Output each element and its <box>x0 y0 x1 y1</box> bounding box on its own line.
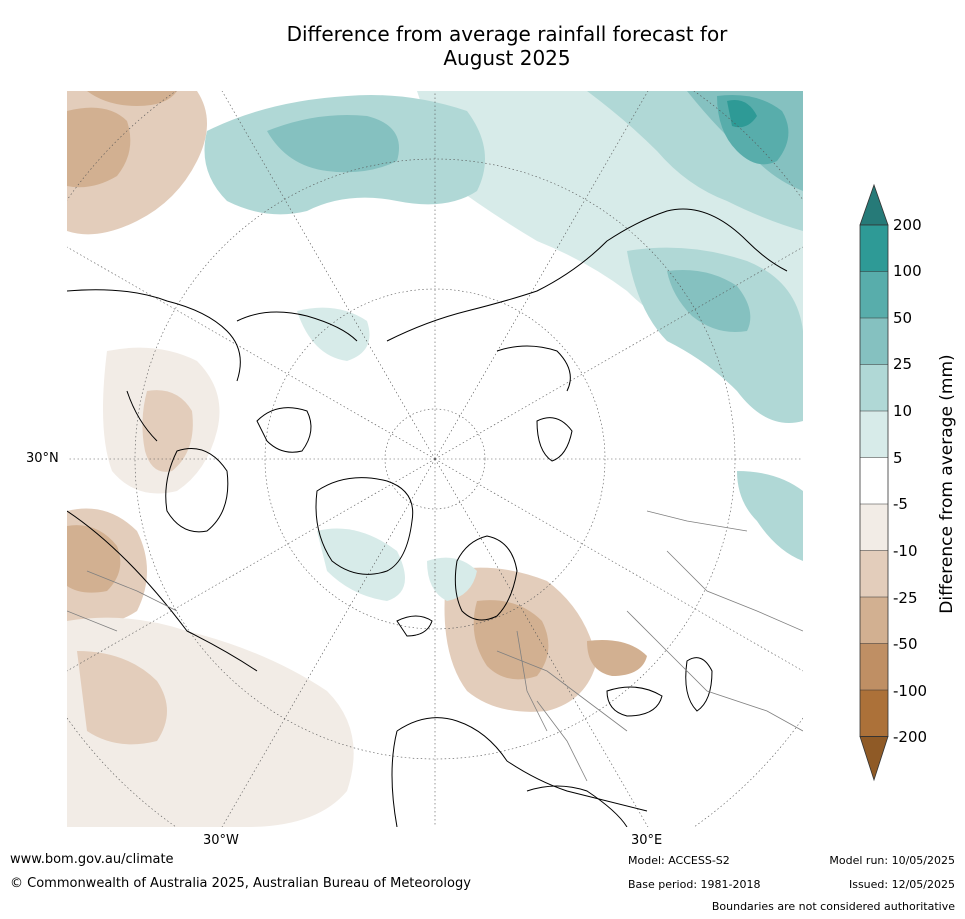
colorbar-tick-m5: -5 <box>893 495 908 513</box>
colorbar-10-25 <box>860 364 888 411</box>
colorbar-tick-m200: -200 <box>893 728 928 746</box>
eurasia-borders <box>496 510 803 782</box>
novaya-zemlya-coast <box>536 417 573 462</box>
colorbar-under-arrow <box>859 736 889 782</box>
rainfall-map <box>67 91 803 827</box>
europe-coast <box>391 717 648 827</box>
lat-30n-label: 30°N <box>26 451 59 466</box>
siberia-coast <box>386 208 788 342</box>
colorbar-m100-m200 <box>860 690 888 737</box>
colorbar-m10-m25 <box>860 550 888 597</box>
colorbar-5-10 <box>860 411 888 458</box>
caspian-coast <box>685 657 713 712</box>
issued-text: Issued: 12/05/2025 <box>848 878 955 891</box>
colorbar-frame <box>859 224 889 737</box>
colorbar-25-50 <box>860 318 888 365</box>
wet-anomaly-pacific-core <box>267 115 399 173</box>
mediterranean-coast <box>526 785 628 827</box>
iceland-coast <box>396 615 433 637</box>
scandinavia-coast <box>454 535 518 621</box>
greenland-coast <box>315 477 414 575</box>
colorbar-over-arrow <box>859 183 889 226</box>
north-america-borders <box>67 570 178 632</box>
base-period-text: Base period: 1981-2018 <box>628 878 761 891</box>
colorbar-dividers <box>860 271 888 691</box>
colorbar-neutral <box>860 457 888 504</box>
colorbar-50-100 <box>860 271 888 318</box>
wet-anomaly-greenland <box>317 528 405 601</box>
dry-anomaly-north-america-core <box>142 390 193 472</box>
alaska-coast <box>236 311 358 342</box>
dry-anomaly-atlantic-core <box>77 651 167 745</box>
colorbar-tick-25: 25 <box>893 355 913 373</box>
colorbar-m5-m10 <box>860 504 888 551</box>
colorbar-100-200 <box>860 225 888 272</box>
model-text: Model: ACCESS-S2 <box>628 854 730 867</box>
map-title-line1: Difference from average rainfall forecas… <box>286 22 728 46</box>
colorbar-tick-50: 50 <box>893 309 913 327</box>
colorbar-tick-m25: -25 <box>893 589 918 607</box>
map-title-line2: August 2025 <box>443 46 571 70</box>
colorbar-tick-5: 5 <box>893 449 903 467</box>
disclaimer-text: Boundaries are not considered authoritat… <box>711 900 955 913</box>
wet-anomaly-siberia-max <box>727 100 757 128</box>
colorbar-m50-m100 <box>860 643 888 690</box>
north-america-coast <box>67 289 258 672</box>
colorbar-tick-200: 200 <box>893 216 922 234</box>
colorbar-tick-100: 100 <box>893 262 922 280</box>
anomaly-fields <box>67 91 803 827</box>
lon-30w-label: 30°W <box>203 833 239 848</box>
colorbar <box>859 183 889 782</box>
colorbar-tick-10: 10 <box>893 402 913 420</box>
model-run-text: Model run: 10/05/2025 <box>829 854 955 867</box>
copyright-text: © Commonwealth of Australia 2025, Austra… <box>10 876 471 891</box>
dry-anomaly-nw-pacific-core <box>67 107 131 188</box>
colorbar-title: Difference from average (mm) <box>937 354 957 614</box>
coastlines <box>67 208 788 827</box>
taimyr-coast <box>496 345 571 392</box>
canada-arctic-coast <box>256 407 312 453</box>
country-borders <box>67 510 803 782</box>
wet-anomaly-east-russia <box>627 247 803 423</box>
dry-anomaly-europe-core <box>473 600 549 680</box>
graticule <box>67 91 803 827</box>
colorbar-tick-m10: -10 <box>893 542 918 560</box>
dry-anomaly-black-sea <box>587 640 647 676</box>
colorbar-tick-m50: -50 <box>893 635 918 653</box>
colorbar-tick-m100: -100 <box>893 682 928 700</box>
dry-anomaly-nw-top <box>87 91 177 106</box>
hudson-bay-coast <box>165 448 229 533</box>
black-sea-coast <box>606 686 663 717</box>
map-panel <box>67 91 803 827</box>
wet-anomaly-alaska <box>297 307 370 361</box>
website-link[interactable]: www.bom.gov.au/climate <box>10 852 174 867</box>
wet-anomaly-central-asia <box>737 471 803 561</box>
colorbar-m25-m50 <box>860 597 888 644</box>
lon-30e-label: 30°E <box>631 833 663 848</box>
wet-anomaly-scandinavia <box>427 557 477 601</box>
